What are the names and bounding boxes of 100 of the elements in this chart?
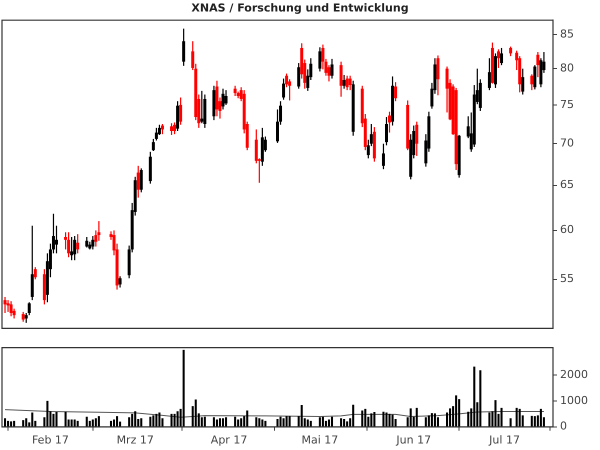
- candlestick: [152, 138, 155, 152]
- bar: [430, 413, 433, 427]
- candlestick: [318, 46, 322, 72]
- bar: [488, 412, 490, 427]
- bar: [86, 416, 88, 427]
- bar: [286, 416, 288, 427]
- bar: [530, 416, 533, 427]
- bar: [340, 418, 342, 427]
- candlestick: [415, 121, 418, 156]
- bar: [288, 416, 291, 427]
- bar: [410, 408, 412, 427]
- candlestick: [54, 225, 58, 254]
- bar: [500, 408, 503, 427]
- bar: [428, 415, 430, 427]
- candlestick: [10, 300, 13, 317]
- bar: [64, 412, 67, 427]
- bar: [176, 411, 179, 427]
- bar: [116, 416, 118, 427]
- candlestick: [179, 96, 182, 126]
- candlestick: [76, 234, 80, 254]
- y-tick-label: 2000: [560, 368, 588, 381]
- bar: [518, 408, 521, 427]
- candlestick: [215, 80, 218, 117]
- candlestick: [200, 90, 204, 124]
- bar: [55, 412, 58, 427]
- candlestick: [6, 300, 10, 313]
- bar: [534, 416, 536, 427]
- candlestick: [160, 123, 164, 135]
- bar: [31, 412, 34, 427]
- y-tick-label: 70: [560, 136, 574, 150]
- bar: [392, 414, 394, 427]
- candlestick: [176, 100, 180, 132]
- y-tick-label: 80: [560, 62, 574, 75]
- y-tick-label: 1000: [560, 394, 588, 407]
- candlestick: [224, 90, 228, 106]
- candlestick: [282, 78, 286, 100]
- bar: [540, 408, 542, 427]
- bar: [282, 418, 285, 427]
- bar: [510, 418, 512, 427]
- y-tick-label: 85: [560, 27, 574, 40]
- bar: [382, 412, 384, 427]
- y-tick-label: 75: [560, 98, 574, 111]
- candlestick: [234, 85, 237, 97]
- bar: [455, 395, 458, 427]
- candlestick: [436, 54, 440, 96]
- candlestick: [140, 168, 143, 193]
- candlestick: [394, 82, 398, 102]
- chart-title: XNAS / Forschung und Entwicklung: [191, 1, 409, 14]
- candlestick: [154, 127, 158, 142]
- x-tick-label: Apr 17: [210, 433, 248, 446]
- bar: [373, 412, 376, 427]
- x-tick-label: Mai 17: [301, 433, 338, 446]
- bar: [258, 418, 260, 427]
- candlestick: [533, 64, 536, 90]
- candlestick: [382, 143, 385, 170]
- candlestick: [222, 88, 225, 110]
- bar: [494, 400, 497, 427]
- bar: [473, 366, 476, 427]
- bar: [240, 418, 242, 427]
- candlestick: [73, 235, 76, 261]
- candlestick: [173, 122, 176, 135]
- bar: [306, 419, 309, 427]
- candlestick: [488, 58, 491, 91]
- candlestick: [170, 122, 174, 136]
- bar: [94, 418, 97, 427]
- candlestick: [342, 74, 346, 90]
- candlestick: [348, 75, 352, 91]
- bar: [300, 404, 303, 427]
- bar: [140, 418, 142, 427]
- bar: [194, 400, 197, 427]
- bar: [46, 400, 48, 427]
- candlestick: [346, 75, 349, 91]
- bar: [416, 408, 418, 427]
- candlestick: [136, 165, 140, 198]
- bar: [155, 414, 158, 427]
- bar: [222, 418, 224, 427]
- bar: [449, 408, 452, 427]
- x-tick-label: Jul 17: [488, 433, 520, 446]
- bar: [158, 412, 160, 427]
- bar: [174, 414, 176, 427]
- candlestick: [4, 296, 7, 314]
- bar: [134, 411, 136, 427]
- y-tick-label: 65: [560, 178, 574, 192]
- candlestick: [521, 68, 524, 96]
- candlestick: [22, 311, 25, 322]
- candlestick: [297, 62, 300, 90]
- bar: [385, 412, 388, 427]
- bar: [25, 418, 28, 427]
- candlestick: [330, 58, 334, 80]
- candlestick: [85, 236, 88, 248]
- x-tick-label: Mrz 17: [116, 433, 154, 446]
- bar: [131, 414, 134, 427]
- bar: [352, 404, 354, 427]
- candlestick: [384, 116, 388, 146]
- bar: [218, 418, 222, 427]
- bar: [467, 412, 470, 427]
- bar: [388, 414, 391, 427]
- candlestick: [30, 225, 34, 301]
- candlestick: [536, 51, 540, 78]
- bar: [170, 414, 173, 427]
